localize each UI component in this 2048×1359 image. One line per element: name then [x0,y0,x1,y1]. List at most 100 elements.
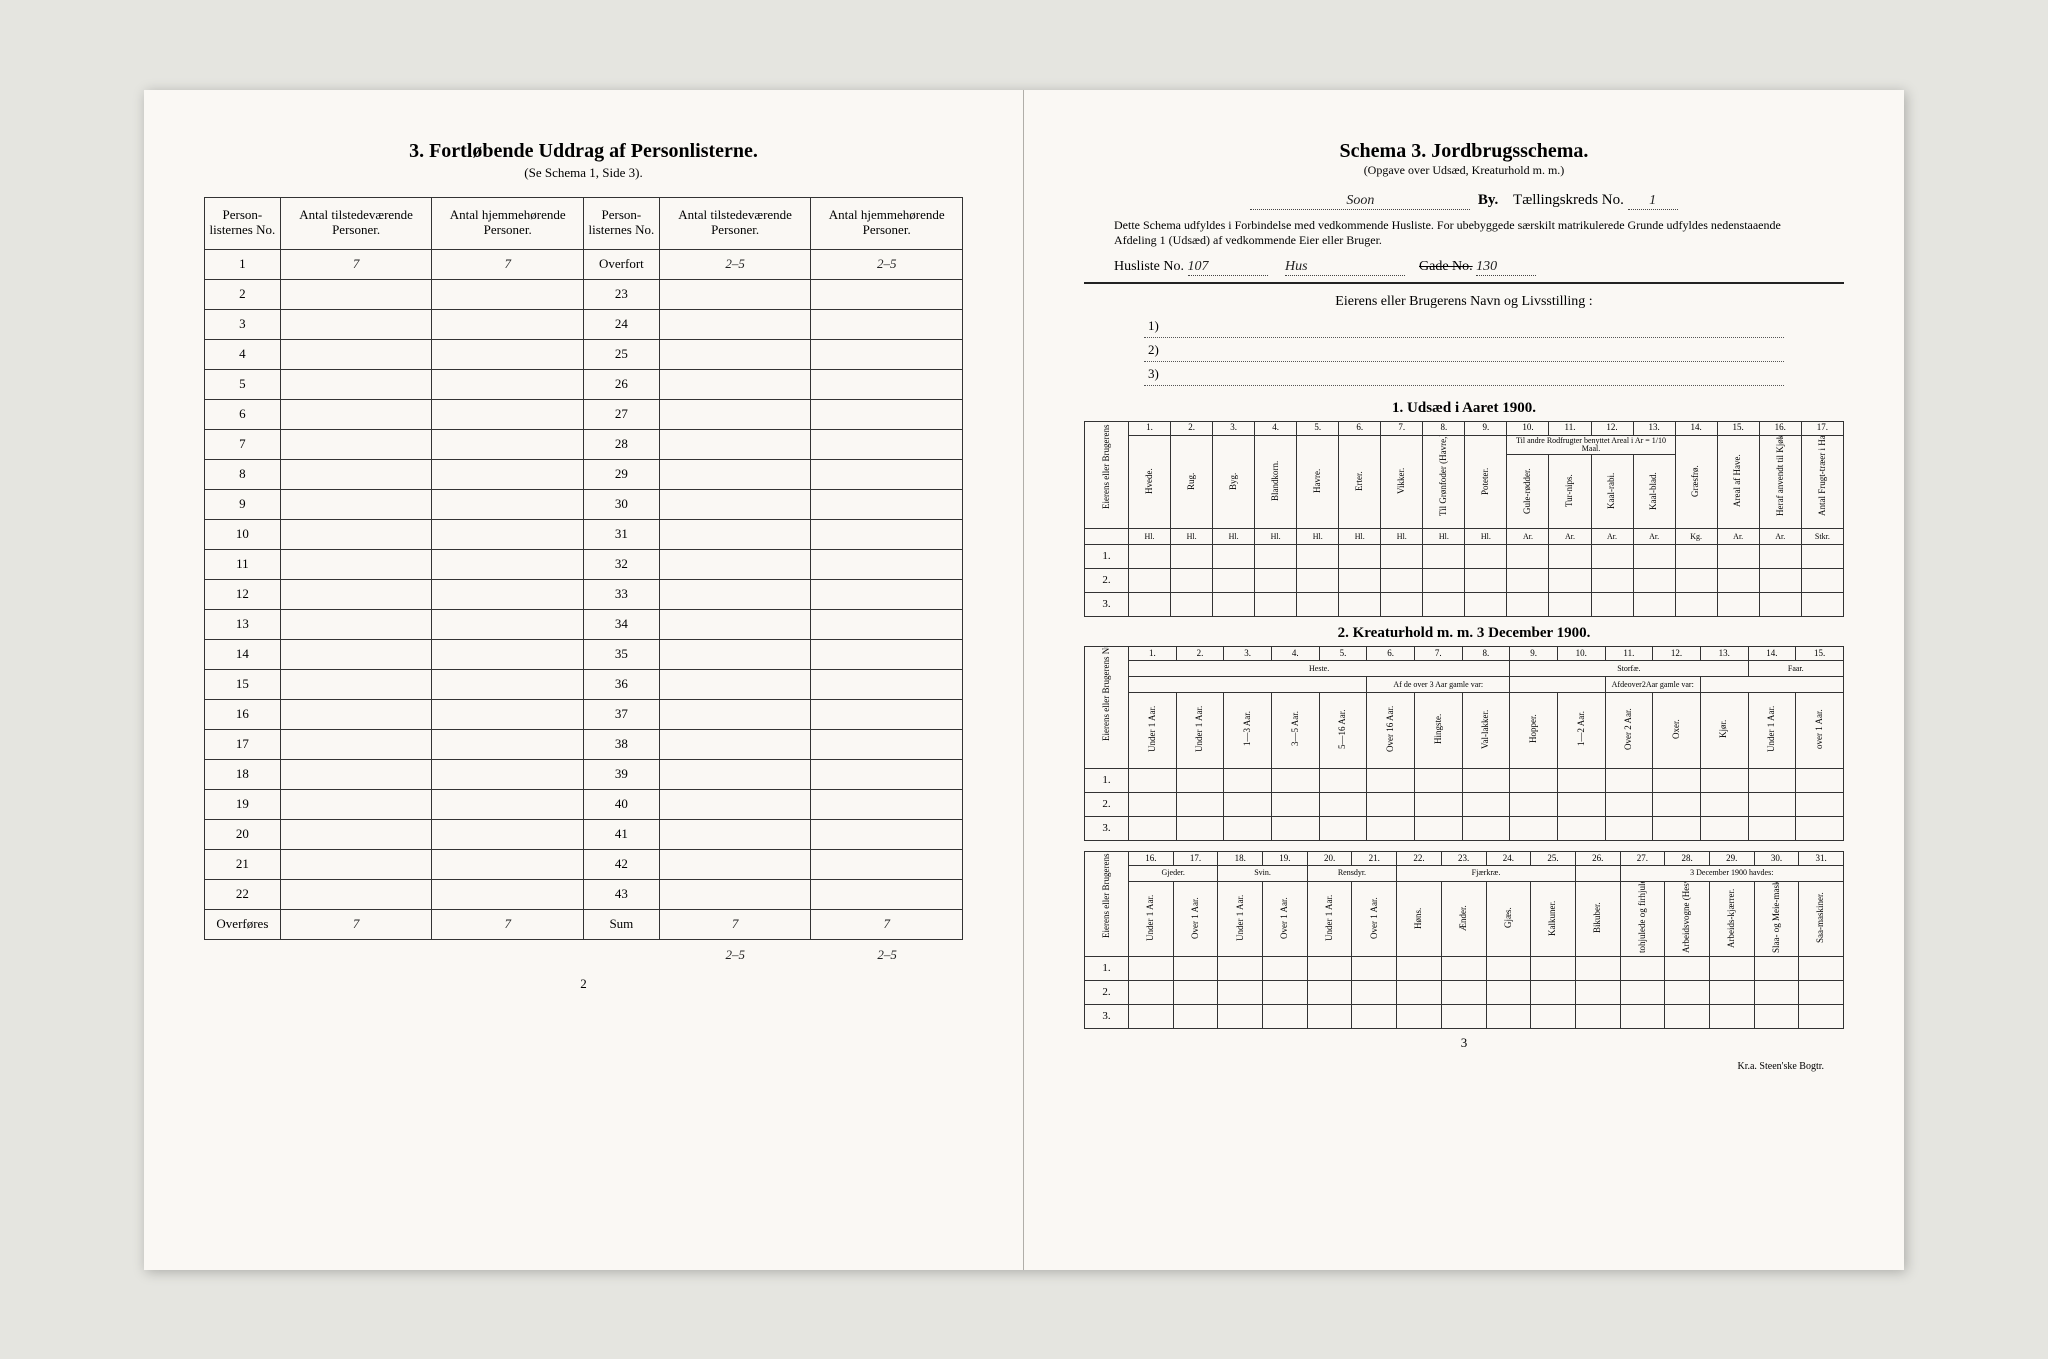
t1-head: Kaal-blad. [1649,464,1658,518]
t3-head: Høns. [1414,883,1423,953]
t1-head: Rug. [1187,446,1196,516]
t1-num: 5. [1297,421,1339,435]
row-num: 22 [205,879,281,909]
t3-head: Over 1 Aar. [1370,883,1379,953]
table-kreatur-b: Eierens eller Brugerens Numer.16.17.18.1… [1084,851,1844,1029]
t1-row: 2. [1085,569,1129,593]
t1-unit: Ar. [1633,529,1675,545]
cell: 7 [280,249,432,279]
cell: 2–5 [659,249,811,279]
t1-row: 1. [1085,545,1129,569]
t1-head: Areal af Have. [1733,446,1742,516]
t2-head: 1—3 Aar. [1243,694,1252,764]
t3-head: Over 1 Aar. [1191,883,1200,953]
t2-head: 3—5 Aar. [1291,694,1300,764]
t2-num: 12. [1653,647,1701,661]
t1-unit: Hl. [1381,529,1423,545]
row-num: 7 [205,429,281,459]
row-num: 36 [583,669,659,699]
by-value: Soon [1250,193,1470,210]
t3-num: 18. [1218,851,1263,865]
t1-unit: Hl. [1171,529,1213,545]
th-c4: Person-listernes No. [583,197,659,249]
t3-num: 23. [1441,851,1486,865]
sum-label: Sum [583,909,659,939]
t3-head: tohjulede og firhjulede Arbeidskjær. [1638,883,1647,953]
t1-num: 16. [1759,421,1801,435]
t3-num: 20. [1307,851,1352,865]
t2-head: Hopper. [1529,694,1538,764]
t1-num: 12. [1591,421,1633,435]
row-num: 8 [205,459,281,489]
t2-head: Over 2 Aar. [1624,694,1633,764]
row-num: 20 [205,819,281,849]
t3-num: 31. [1799,851,1844,865]
t2-head: Oxer. [1672,694,1681,764]
t1-head: Tur-nips. [1565,464,1574,518]
owner-line-1: 1) [1144,318,1784,338]
row-num: 4 [205,339,281,369]
t2-num: 14. [1748,647,1796,661]
t1-head: Kaal-rabi. [1607,464,1616,518]
t1-num: 8. [1423,421,1465,435]
table-kreatur-a: Eierens eller Brugerens Numer.1.2.3.4.5.… [1084,646,1844,840]
row-num: 9 [205,489,281,519]
cell: 7 [280,909,432,939]
t1-unit: Stkr. [1801,529,1843,545]
t1-row: 3. [1085,593,1129,617]
t2-num: 4. [1271,647,1319,661]
t3-head: Under 1 Aar. [1325,883,1334,953]
t3-num: 22. [1397,851,1442,865]
t2-num: 9. [1510,647,1558,661]
owner-line-3: 3) [1144,366,1784,386]
right-subtitle: (Opgave over Udsæd, Kreaturhold m. m.) [1084,163,1844,178]
t3-grp: Fjærkræ. [1397,865,1576,881]
row-num: 39 [583,759,659,789]
t2-head: 5—16 Aar. [1338,694,1347,764]
t1-head: Antal Frugt-træer i Haven (tilsammen). [1818,446,1827,516]
th-c2: Antal tilstedeværende Personer. [280,197,432,249]
t1-head: Poteter. [1481,446,1490,516]
cell: 7 [811,909,963,939]
t3-row: 3. [1085,1005,1129,1029]
t2-grp: Heste. [1129,661,1510,677]
t1-num: 3. [1213,421,1255,435]
right-title: Schema 3. Jordbrugsschema. [1084,140,1844,163]
t3-num: 24. [1486,851,1531,865]
t1-head: Græsfrø. [1691,446,1700,516]
t1-head: Havre. [1313,446,1322,516]
t1-num: 9. [1465,421,1507,435]
row-num: 14 [205,639,281,669]
t3-grp: Gjeder. [1129,865,1218,881]
section2-title: 2. Kreaturhold m. m. 3 December 1900. [1084,625,1844,642]
row-num: 19 [205,789,281,819]
t1-unit: Hl. [1297,529,1339,545]
t3-head: Kalkuner. [1548,883,1557,953]
document-spread: 3. Fortløbende Uddrag af Personlisterne.… [144,90,1904,1270]
row-num: 5 [205,369,281,399]
t2-num: 3. [1224,647,1272,661]
t3-num: 21. [1352,851,1397,865]
overfort-label: Overfort [583,249,659,279]
husliste-label: Husliste No. [1114,259,1184,274]
t2-head: Under 1 Aar. [1148,694,1157,764]
below-c6: 2–5 [811,940,963,970]
t3-head: Gjæs. [1504,883,1513,953]
th-c5: Antal tilstedeværende Personer. [659,197,811,249]
row-num: 43 [583,879,659,909]
t1-unit: Ar. [1591,529,1633,545]
t2-num: 13. [1700,647,1748,661]
row-num: 15 [205,669,281,699]
cell: 7 [659,909,811,939]
printer-mark: Kr.a. Steen'ske Bogtr. [1084,1061,1844,1072]
t3-head: Ænder. [1459,883,1468,953]
t1-head: Erter. [1355,446,1364,516]
row-num: 12 [205,579,281,609]
left-title: 3. Fortløbende Uddrag af Personlisterne. [204,140,963,163]
t3-head: Saa-maskiner. [1816,883,1825,953]
right-page-number: 3 [1084,1035,1844,1051]
t2-side: Eierens eller Brugerens Numer. [1102,671,1111,741]
row-num: 25 [583,339,659,369]
cell: 2–5 [811,249,963,279]
row-num: 2 [205,279,281,309]
